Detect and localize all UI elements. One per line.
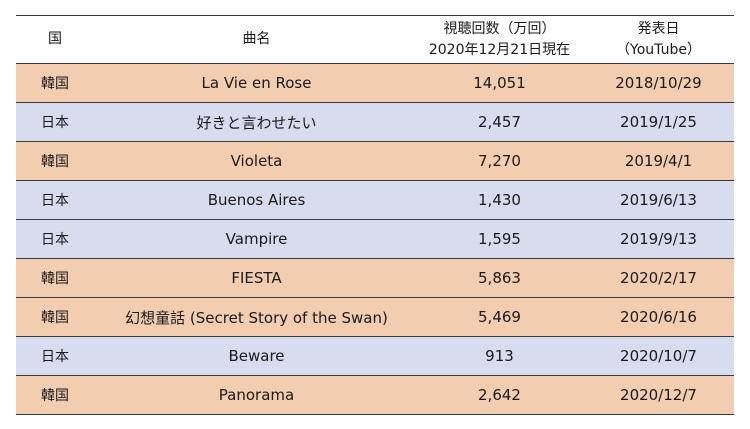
table-row: 韓国 La Vie en Rose 14,051 2018/10/29 xyxy=(16,63,734,103)
date-header-line2: （YouTube） xyxy=(616,41,701,58)
table-row: 日本 Beware 913 2020/10/7 xyxy=(16,336,734,376)
title-cell: La Vie en Rose xyxy=(97,63,416,103)
views-column-header: 視聴回数（万回） 2020年12月21日現在 xyxy=(416,15,583,64)
date-cell: 2020/2/17 xyxy=(583,258,734,298)
views-cell: 5,863 xyxy=(416,258,583,298)
title-cell: 幻想童話 (Secret Story of the Swan) xyxy=(97,297,416,337)
views-cell: 7,270 xyxy=(416,141,583,181)
country-cell: 韓国 xyxy=(16,297,97,337)
release-table: 国 曲名 視聴回数（万回） 2020年12月21日現在 発表日 （YouTube… xyxy=(16,15,734,415)
country-cell: 日本 xyxy=(16,180,97,220)
country-cell: 韓国 xyxy=(16,141,97,181)
date-cell: 2019/9/13 xyxy=(583,219,734,259)
views-cell: 2,642 xyxy=(416,375,583,415)
title-cell: FIESTA xyxy=(97,258,416,298)
table-body: 韓国 La Vie en Rose 14,051 2018/10/29 日本 好きと言わせ… xyxy=(16,63,734,415)
table-row: 日本 好きと言わせたい 2,457 2019/1/25 xyxy=(16,102,734,142)
title-cell: Beware xyxy=(97,336,416,376)
table-row: 韓国 FIESTA 5,863 2020/2/17 xyxy=(16,258,734,298)
title-cell: Violeta xyxy=(97,141,416,181)
table-header-row: 国 曲名 視聴回数（万回） 2020年12月21日現在 発表日 （YouTube… xyxy=(16,15,734,64)
country-cell: 韓国 xyxy=(16,375,97,415)
views-cell: 1,430 xyxy=(416,180,583,220)
views-cell: 14,051 xyxy=(416,63,583,103)
views-header-line1: 視聴回数（万回） xyxy=(443,20,556,37)
date-cell: 2020/10/7 xyxy=(583,336,734,376)
title-column-header: 曲名 xyxy=(97,15,416,64)
title-cell: Buenos Aires xyxy=(97,180,416,220)
date-cell: 2018/10/29 xyxy=(583,63,734,103)
views-header-line2: 2020年12月21日現在 xyxy=(428,41,571,58)
table-row: 韓国 Panorama 2,642 2020/12/7 xyxy=(16,375,734,415)
date-cell: 2019/6/13 xyxy=(583,180,734,220)
table-row: 韓国 幻想童話 (Secret Story of the Swan) 5,469 20… xyxy=(16,297,734,337)
date-cell: 2020/6/16 xyxy=(583,297,734,337)
date-cell: 2020/12/7 xyxy=(583,375,734,415)
country-column-header: 国 xyxy=(16,15,97,64)
title-cell: Panorama xyxy=(97,375,416,415)
title-cell: Vampire xyxy=(97,219,416,259)
date-cell: 2019/4/1 xyxy=(583,141,734,181)
country-cell: 日本 xyxy=(16,102,97,142)
country-cell: 日本 xyxy=(16,336,97,376)
release-table-container: 国 曲名 視聴回数（万回） 2020年12月21日現在 発表日 （YouTube… xyxy=(16,15,734,415)
date-header-line1: 発表日 xyxy=(637,20,680,37)
country-cell: 韓国 xyxy=(16,63,97,103)
table-row: 日本 Vampire 1,595 2019/9/13 xyxy=(16,219,734,259)
views-cell: 913 xyxy=(416,336,583,376)
table-row: 韓国 Violeta 7,270 2019/4/1 xyxy=(16,141,734,181)
views-cell: 5,469 xyxy=(416,297,583,337)
views-cell: 1,595 xyxy=(416,219,583,259)
country-cell: 韓国 xyxy=(16,258,97,298)
date-column-header: 発表日 （YouTube） xyxy=(583,15,734,64)
title-cell: 好きと言わせたい xyxy=(97,102,416,142)
views-cell: 2,457 xyxy=(416,102,583,142)
table-row: 日本 Buenos Aires 1,430 2019/6/13 xyxy=(16,180,734,220)
date-cell: 2019/1/25 xyxy=(583,102,734,142)
country-cell: 日本 xyxy=(16,219,97,259)
